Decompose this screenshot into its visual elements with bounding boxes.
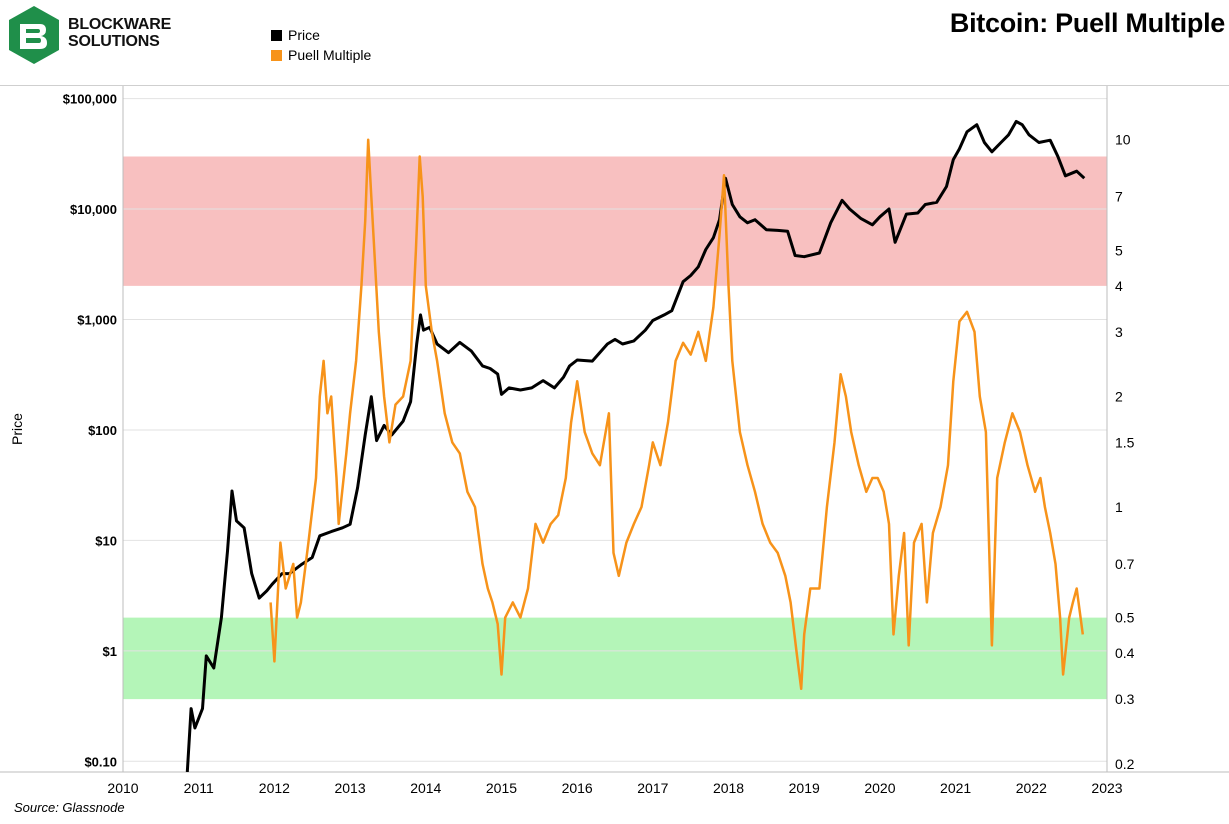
legend-swatch-price	[271, 29, 282, 41]
legend-label-puell: Puell Multiple	[288, 47, 372, 63]
y-tick-label-right: 4	[1115, 278, 1123, 294]
company-logo: BLOCKWARE SOLUTIONS	[6, 4, 181, 70]
y-tick-label-right: 5	[1115, 242, 1123, 258]
chart-title: Bitcoin: Puell Multiple	[949, 8, 1225, 38]
red-zone	[123, 156, 1107, 286]
chart-legend: Price Puell Multiple	[271, 25, 371, 65]
x-tick-label: 2019	[789, 780, 820, 796]
y-tick-label-right: 7	[1115, 189, 1123, 205]
green-zone	[123, 617, 1107, 700]
x-tick-label: 2023	[1091, 780, 1122, 796]
y-tick-label-left: $0.10	[84, 754, 117, 769]
x-tick-label: 2021	[940, 780, 971, 796]
y-tick-label-right: 0.3	[1115, 691, 1135, 707]
y-tick-label-right: 1.5	[1115, 434, 1135, 450]
y-axis-label: Price	[9, 413, 25, 445]
logo-hexagon-icon	[9, 6, 59, 64]
y-tick-label-left: $100	[88, 423, 117, 438]
y-tick-label-right: 3	[1115, 324, 1123, 340]
logo-text-line1: BLOCKWARE	[68, 16, 172, 33]
x-tick-label: 2015	[486, 780, 517, 796]
x-tick-label: 2017	[637, 780, 668, 796]
x-tick-label: 2014	[410, 780, 441, 796]
y-tick-label-left: $1,000	[77, 312, 117, 327]
x-tick-label: 2020	[864, 780, 895, 796]
series-line-puell-multiple	[269, 138, 1085, 691]
legend-swatch-puell	[271, 49, 282, 61]
y-tick-label-right: 0.4	[1115, 645, 1135, 661]
y-tick-label-right: 1	[1115, 499, 1123, 515]
x-tick-label: 2011	[184, 780, 214, 796]
y-tick-label-left: $1	[103, 644, 117, 659]
legend-item-price: Price	[271, 25, 371, 45]
logo-text-line2: SOLUTIONS	[68, 33, 160, 50]
y-tick-label-right: 10	[1115, 132, 1131, 148]
y-tick-label-right: 2	[1115, 388, 1123, 404]
y-tick-label-left: $100,000	[63, 92, 117, 107]
y-tick-label-left: $10,000	[70, 202, 117, 217]
x-tick-label: 2013	[334, 780, 365, 796]
source-note: Source: Glassnode	[14, 800, 125, 815]
y-tick-label-right: 0.2	[1115, 756, 1135, 772]
y-tick-label-right: 0.5	[1115, 610, 1135, 626]
y-tick-label-left: $10	[95, 533, 117, 548]
legend-label-price: Price	[288, 27, 320, 43]
x-tick-label: 2018	[713, 780, 744, 796]
series-line-price	[185, 120, 1086, 772]
y-tick-label-right: 0.7	[1115, 556, 1135, 572]
x-tick-label: 2022	[1016, 780, 1047, 796]
legend-item-puell: Puell Multiple	[271, 45, 371, 65]
x-tick-label: 2016	[562, 780, 593, 796]
x-tick-label: 2012	[259, 780, 290, 796]
x-tick-label: 2010	[107, 780, 138, 796]
header-divider	[0, 85, 1229, 86]
